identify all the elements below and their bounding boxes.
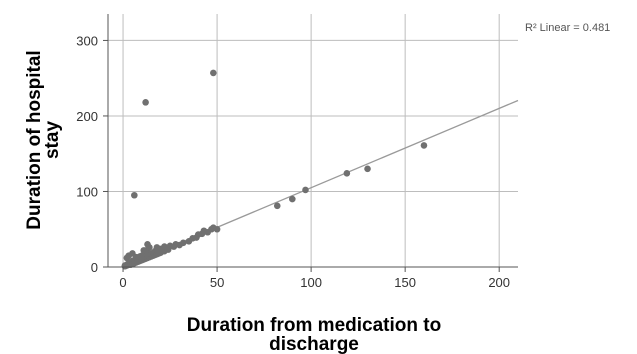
data-point (302, 186, 309, 194)
x-axis-title-line-2: discharge (269, 334, 359, 354)
data-point (140, 247, 148, 254)
grid-lines (108, 14, 518, 267)
x-tick-label: 100 (300, 275, 322, 290)
y-axis-title-line-1: Duration of hospital (24, 50, 45, 229)
x-tick-label: 0 (119, 275, 126, 290)
x-tick-label: 50 (210, 275, 224, 290)
x-tick-label: 150 (394, 275, 416, 290)
data-point (131, 191, 138, 199)
y-tick-label: 0 (91, 260, 98, 275)
y-tick-labels: 0 100 200 300 (76, 33, 98, 275)
y-axis-title-line-2: stay (42, 121, 63, 159)
data-point (210, 69, 217, 77)
x-axis-title-line-1: Duration from medication to (187, 315, 441, 336)
data-point (153, 244, 161, 251)
data-point (420, 142, 428, 149)
data-point (132, 253, 140, 261)
y-tick-label: 200 (76, 109, 98, 124)
data-point (289, 195, 296, 203)
data-point (343, 170, 351, 177)
axes (103, 14, 518, 272)
x-tick-labels: 0 50 100 150 200 (119, 275, 510, 290)
data-point (179, 239, 187, 247)
data-point (364, 165, 371, 173)
y-tick-label: 300 (76, 33, 98, 48)
data-point (144, 241, 151, 248)
data-point (273, 202, 281, 210)
r2-fit-label: R² Linear = 0.481 (525, 22, 610, 34)
y-axis-title: Duration of hospital stay (24, 50, 63, 229)
data-point (142, 99, 149, 106)
y-tick-label: 100 (76, 184, 98, 199)
data-points (121, 69, 428, 270)
x-tick-label: 200 (488, 275, 510, 290)
data-point (213, 225, 221, 233)
